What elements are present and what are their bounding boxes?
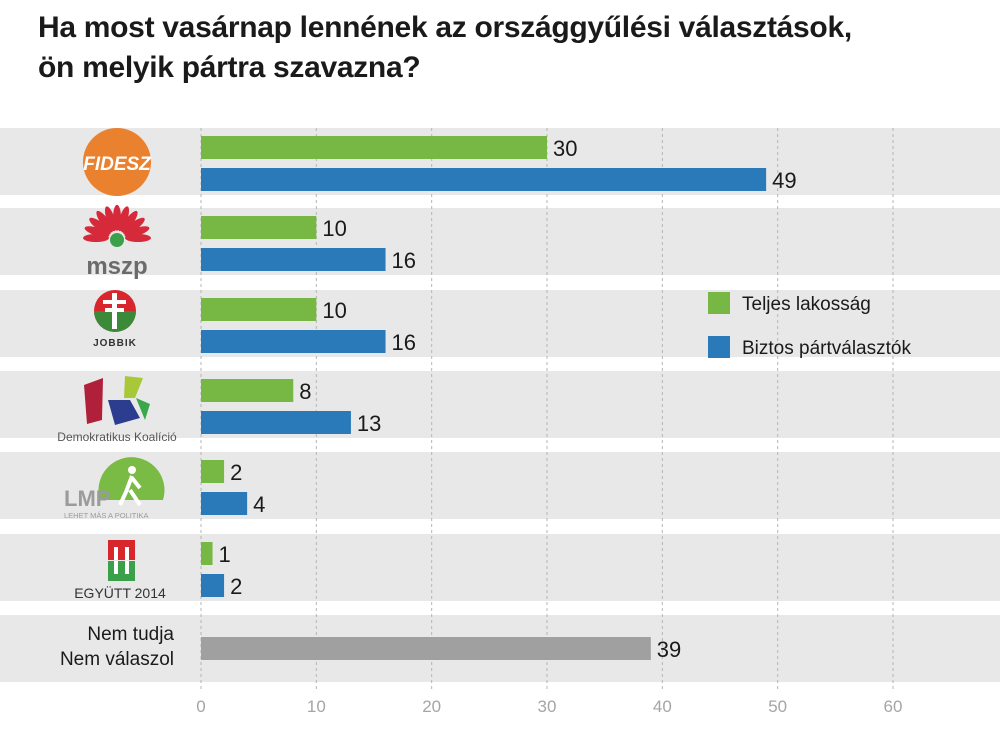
bar-series1-cat1 (201, 248, 386, 271)
mszp-petal (124, 226, 150, 238)
bar-series0-cat1 (201, 216, 317, 239)
nem-tudja-label: Nem tudja (87, 624, 174, 645)
data-label: 16 (392, 330, 416, 355)
data-label: 2 (230, 574, 242, 599)
x-tick-label: 40 (653, 697, 672, 716)
mszp-petal (104, 206, 117, 232)
category-band-3 (0, 371, 1000, 438)
x-tick-label: 50 (768, 697, 787, 716)
mszp-petal (117, 206, 130, 232)
bar-series0-cat4 (201, 460, 225, 483)
data-label: 1 (219, 542, 231, 567)
data-label: 16 (392, 248, 416, 273)
mszp-petal (121, 210, 138, 233)
category-band-5 (0, 534, 1000, 601)
bar-series1-cat5 (201, 574, 225, 597)
mszp-logo-text: mszp (86, 253, 147, 280)
data-label: 8 (299, 379, 311, 404)
dk-label: Demokratikus Koalíció (57, 430, 177, 444)
bar-series1-cat3 (201, 411, 351, 434)
fidesz-logo-text: FIDESZ (83, 154, 152, 175)
mszp-petal (123, 217, 145, 235)
nem-valaszol-label: Nem válaszol (60, 649, 174, 670)
legend-label-1: Biztos pártválasztók (742, 338, 911, 359)
bar-series1-cat4 (201, 492, 248, 515)
dk-logo: Demokratikus Koalíció (57, 376, 177, 444)
x-tick-label: 60 (884, 697, 903, 716)
lmp-subtitle: LEHET MÁS A POLITIKA (64, 511, 148, 520)
category-band-4 (0, 452, 1000, 519)
bar-series1-cat2 (201, 330, 386, 353)
x-tick-label: 20 (422, 697, 441, 716)
legend-swatch-1 (708, 336, 730, 358)
mszp-logo: mszp (83, 204, 151, 280)
bar-series0-cat3 (201, 379, 294, 402)
lmp-logo-text: LMP (64, 486, 110, 511)
x-tick-label: 30 (538, 697, 557, 716)
egyutt-label: EGYÜTT 2014 (74, 584, 166, 601)
egyutt-logo: EGYÜTT 2014 (74, 540, 166, 601)
title-line-1: Ha most vasárnap lennének az országgyűlé… (38, 11, 852, 44)
data-label: 10 (322, 216, 346, 241)
x-tick-label: 0 (196, 697, 205, 716)
legend-label-0: Teljes lakosság (742, 294, 871, 315)
data-label: 39 (657, 637, 681, 662)
bar-series2-cat6 (201, 637, 651, 660)
chart-title: Ha most vasárnap lennének az országgyűlé… (38, 8, 852, 88)
jobbik-logo: JOBBIK (93, 290, 137, 349)
x-tick-label: 10 (307, 697, 326, 716)
data-label: 13 (357, 411, 381, 436)
mszp-petal (84, 226, 110, 238)
data-label: 2 (230, 460, 242, 485)
category-band-2 (0, 290, 1000, 357)
bar-series0-cat5 (201, 542, 213, 565)
mszp-petal (96, 210, 113, 233)
data-label: 10 (322, 298, 346, 323)
data-label: 30 (553, 136, 577, 161)
fidesz-logo: FIDESZ (83, 128, 152, 196)
mszp-petal (89, 217, 111, 235)
category-band-1 (0, 208, 1000, 275)
lmp-logo: LMP LEHET MÁS A POLITIKA (64, 457, 165, 520)
data-label: 49 (772, 168, 796, 193)
mszp-petal (125, 234, 151, 242)
bar-series0-cat0 (201, 136, 547, 159)
data-label: 4 (253, 492, 265, 517)
jobbik-logo-text: JOBBIK (93, 338, 137, 349)
legend-swatch-0 (708, 292, 730, 314)
bar-series0-cat2 (201, 298, 317, 321)
bar-series1-cat0 (201, 168, 767, 191)
title-line-2: ön melyik pártra szavazna? (38, 51, 421, 84)
